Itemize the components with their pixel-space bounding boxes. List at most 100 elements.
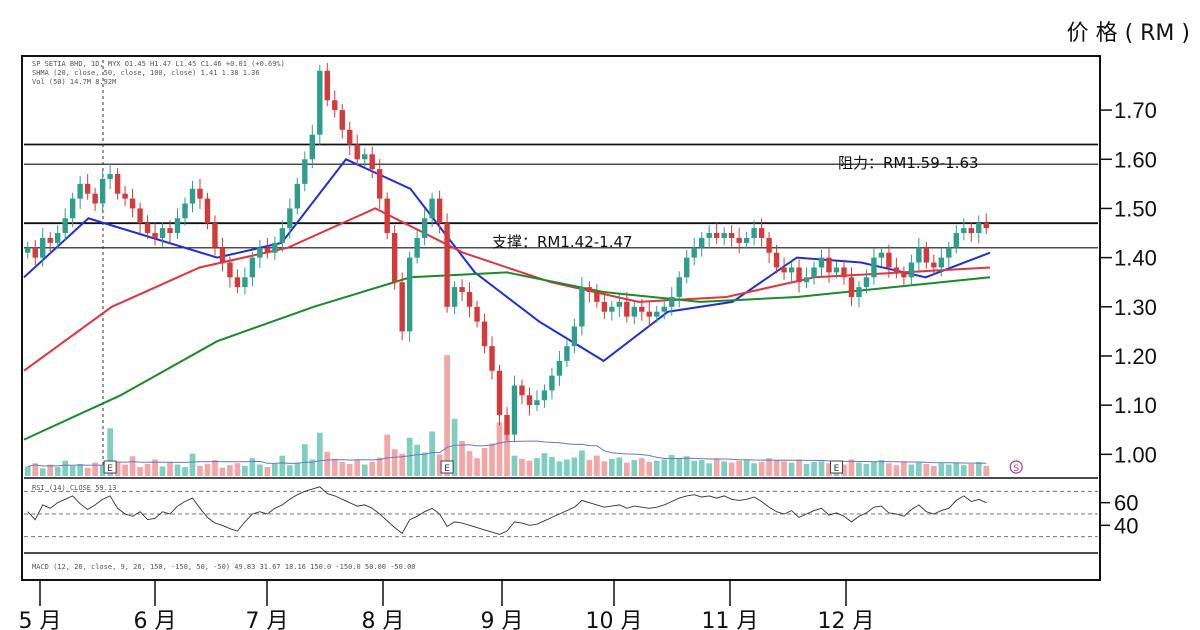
candle-body (639, 306, 645, 312)
candle-body (317, 70, 323, 135)
volume-bar (646, 462, 653, 476)
volume-bar (286, 465, 293, 476)
candle-body (691, 247, 697, 258)
volume-bar (481, 448, 488, 476)
candle-body (309, 134, 315, 160)
volume-bar (219, 467, 226, 476)
candle-body (369, 154, 375, 170)
candle-body (773, 252, 780, 268)
candle-body (706, 233, 712, 238)
header-line-2: SHMA (20, close, 50, close, 100, close) … (32, 69, 260, 77)
volume-bar (758, 462, 765, 476)
volume-bar (586, 460, 593, 476)
candle-body (916, 247, 922, 263)
volume-bar (496, 422, 503, 476)
volume-bar (886, 463, 892, 476)
volume-bar (24, 466, 31, 476)
volume-bar (451, 418, 458, 476)
volume-bar (182, 467, 188, 476)
month-label: 11 月 (702, 609, 759, 630)
candle-body (504, 414, 510, 435)
volume-bar (294, 462, 301, 476)
y-tick-label: 1.30 (1114, 295, 1157, 320)
volume-bar (871, 462, 877, 476)
candle-body (938, 257, 945, 268)
volume-bar (811, 462, 817, 476)
volume-bar (631, 460, 638, 476)
volume-bar (189, 453, 196, 476)
y-tick-label: 1.40 (1114, 246, 1157, 271)
volume-bar (571, 457, 578, 476)
candle-body (339, 110, 345, 130)
candle-body (189, 188, 196, 204)
candle-body (788, 267, 795, 273)
volume-bar (99, 465, 106, 476)
candle-body (436, 198, 443, 224)
candle-body (272, 242, 278, 253)
candle-body (519, 385, 525, 396)
volume-bar (893, 465, 900, 476)
candle-body (69, 198, 76, 219)
candle-body (976, 223, 982, 234)
volume-bar (204, 463, 211, 476)
candle-body (362, 154, 368, 160)
volume-bar (736, 460, 742, 476)
candle-body (249, 257, 256, 278)
candle-body (32, 247, 38, 258)
volume-bar (77, 463, 84, 476)
earnings-marker (829, 460, 843, 474)
volume-bar (54, 467, 61, 476)
volume-bar (301, 444, 308, 476)
volume-bar (713, 458, 720, 476)
sma-100-line (23, 271, 991, 441)
volume-bar (743, 459, 750, 476)
volume-bar (84, 467, 91, 476)
candlesticks (25, 62, 989, 443)
volume-bar (361, 464, 368, 476)
candle-body (811, 267, 817, 278)
volume-bar (459, 441, 465, 476)
y-tick-label: 1.20 (1114, 344, 1157, 369)
candle-body (886, 252, 892, 268)
candle-body (219, 247, 226, 263)
candle-body (871, 257, 877, 278)
candle-body (204, 198, 211, 224)
y-tick-label: 1.60 (1114, 147, 1157, 172)
candle-body (474, 306, 480, 322)
candle-body (631, 306, 637, 317)
candle-body (699, 237, 705, 248)
candle-body (743, 237, 750, 243)
candle-body (279, 228, 286, 243)
zone-lines (24, 60, 1098, 474)
volume-bar (579, 450, 585, 476)
candle-body (129, 198, 136, 209)
candle-body (496, 370, 503, 415)
volume-bar (69, 465, 76, 476)
volume-bar (159, 466, 166, 476)
volume-bar (504, 433, 510, 476)
volume-bar (339, 462, 346, 476)
candle-body (242, 277, 248, 288)
rsi-header: RSI (14) CLOSE 59.13 (32, 484, 116, 492)
volume-bar (526, 460, 533, 476)
header-line-3: Vol (50) 14.7M 8.92M (32, 78, 116, 86)
volume-bar (721, 461, 728, 476)
candle-body (92, 193, 98, 204)
y-tick-label: 1.00 (1114, 442, 1157, 467)
header-line-1: SP SETIA BHD, 1D, MYX O1.45 H1.47 L1.45 … (32, 60, 285, 68)
volume-bar (848, 459, 855, 476)
candle-body (421, 218, 428, 238)
candle-body (908, 262, 915, 278)
candle-body (586, 287, 593, 293)
candle-body (182, 203, 188, 219)
candle-body (661, 306, 667, 312)
candle-body (721, 233, 727, 238)
candle-body (616, 301, 623, 307)
month-label: 9 月 (481, 609, 524, 630)
candle-body (287, 208, 293, 229)
candle-body (654, 311, 660, 317)
x-axis-months: 5 月 6 月 7 月 8 月 9 月 10 月 11 月 12 月 (19, 580, 875, 630)
volume-bar (916, 462, 922, 476)
candle-body (137, 208, 143, 224)
candle-body (406, 257, 413, 332)
